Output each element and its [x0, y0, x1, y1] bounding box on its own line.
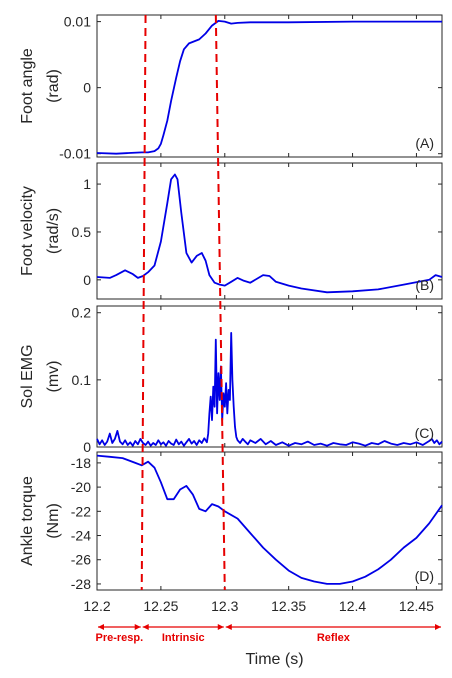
y-axis-label-line: Foot velocity — [19, 186, 36, 276]
phase-boundary-line — [140, 14, 147, 591]
phase-arrow-head — [98, 624, 104, 630]
y-tick-label: -0.01 — [59, 146, 91, 162]
phase-arrow-head — [217, 624, 224, 630]
y-tick-label: 0.2 — [72, 305, 92, 321]
x-tick-label: 12.25 — [143, 598, 178, 614]
phase-arrow-head — [225, 624, 232, 630]
panel-frame — [96, 162, 443, 300]
y-tick-label: 0 — [83, 272, 91, 288]
y-axis-label-line: Foot angle — [19, 48, 36, 124]
x-tick-label: 12.4 — [339, 598, 366, 614]
y-axis-label-line: Sol EMG — [19, 344, 36, 408]
y-axis-label: Foot angle (rad) — [19, 48, 62, 124]
panel-label: (A) — [415, 135, 434, 151]
y-tick-label: 0 — [83, 80, 91, 96]
y-axis-label: Foot velocity (rad/s) — [19, 186, 62, 276]
panel-frame — [96, 451, 443, 591]
y-axis-label-line: Ankle torque — [19, 476, 36, 566]
y-axis-label: Sol EMG (mv) — [19, 344, 62, 408]
y-tick-label: 0.5 — [72, 224, 92, 240]
phase-label: Pre-resp. — [96, 632, 144, 644]
series-line — [96, 454, 443, 585]
phase-label: Reflex — [317, 632, 351, 644]
x-axis-label: Time (s) — [245, 651, 303, 668]
y-tick-label: -20 — [71, 479, 91, 495]
phase-arrow-head — [435, 624, 441, 630]
y-tick-label: -22 — [71, 503, 91, 519]
phase-arrow-head — [142, 624, 149, 630]
panel-label: (D) — [415, 568, 434, 584]
y-tick-label: 1 — [83, 176, 91, 192]
y-tick-label: 0.1 — [72, 372, 92, 388]
x-tick-label: 12.45 — [399, 598, 434, 614]
panel-frame — [96, 14, 443, 158]
y-tick-label: -28 — [71, 576, 91, 592]
panel-frame — [96, 305, 443, 448]
y-tick-label: -18 — [71, 455, 91, 471]
x-tick-label: 12.3 — [211, 598, 238, 614]
y-axis-label: Ankle torque (Nm) — [19, 476, 62, 566]
series-line — [96, 173, 443, 294]
phase-label: Intrinsic — [162, 632, 205, 644]
y-axis-label-line: (mv) — [45, 361, 62, 393]
y-axis-label-line: (Nm) — [45, 503, 62, 539]
x-tick-label: 12.2 — [83, 598, 110, 614]
y-axis-label-line: (rad/s) — [45, 208, 62, 254]
phase-arrow-head — [134, 624, 141, 630]
panel-label: (C) — [415, 425, 434, 441]
x-tick-label: 12.35 — [271, 598, 306, 614]
series-line — [96, 332, 443, 447]
y-tick-label: 0 — [83, 439, 91, 455]
series-line — [96, 20, 442, 155]
panel-label: (B) — [415, 277, 434, 293]
y-axis-label-line: (rad) — [45, 69, 62, 103]
y-tick-label: -24 — [71, 528, 91, 544]
y-tick-label: 0.01 — [64, 14, 91, 30]
y-tick-label: -26 — [71, 552, 91, 568]
phase-boundary-line — [214, 14, 226, 591]
